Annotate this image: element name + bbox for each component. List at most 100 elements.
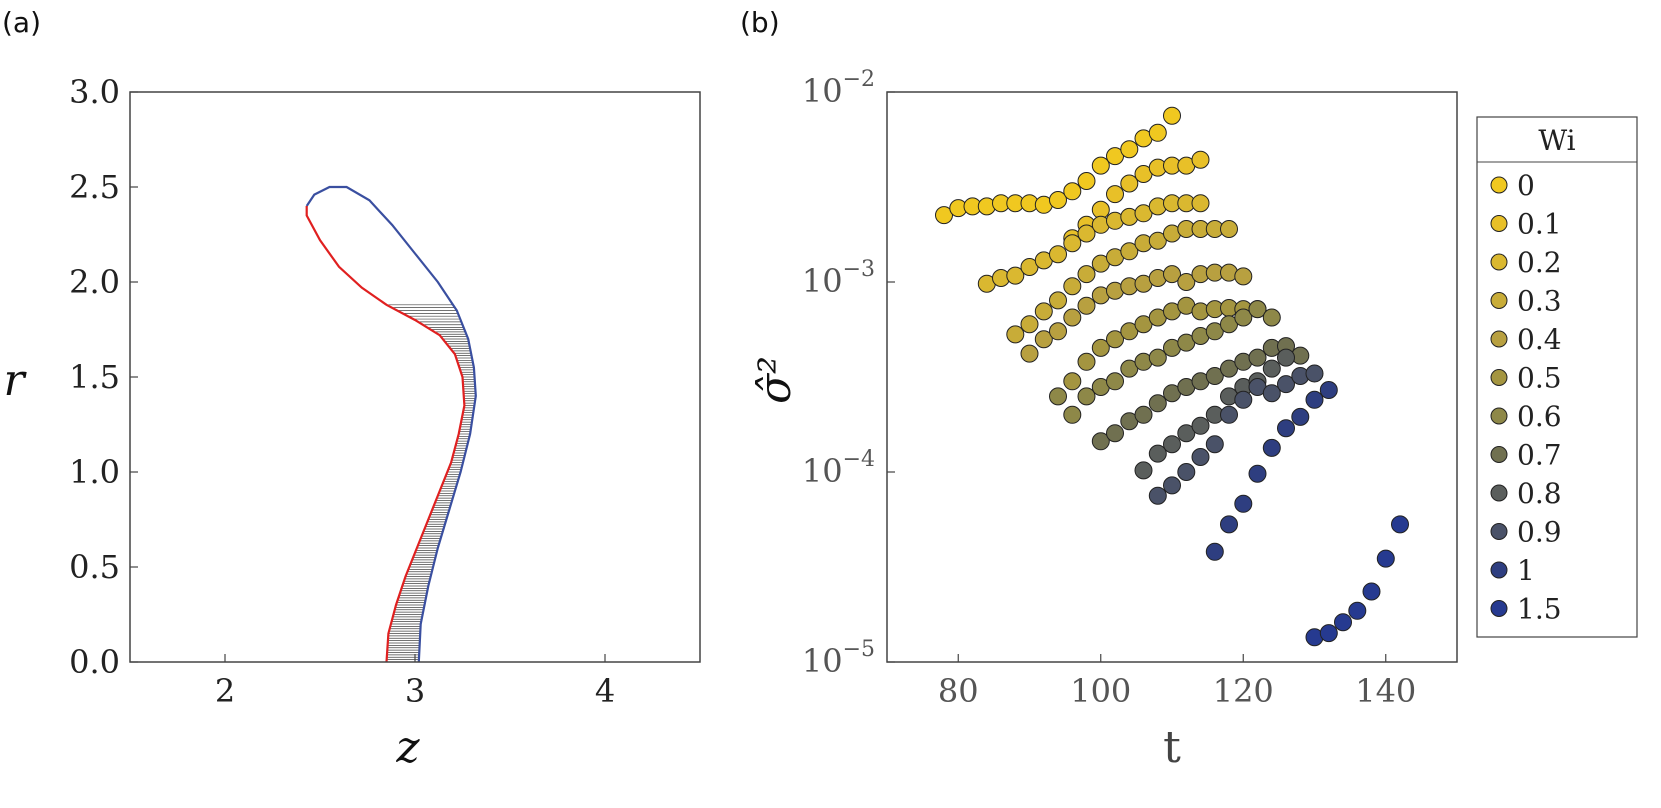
data-point-wi-0.3 (1006, 325, 1025, 344)
y-axis-label-a: r (3, 355, 27, 406)
y-tick-label: 2.0 (69, 263, 120, 301)
panel-a-label: (a) (2, 6, 41, 39)
y-tick-base: 10 (802, 72, 843, 110)
legend: Wi 0 0.1 0.2 0.3 0.4 0.5 0.6 0.7 0.8 0.9 1 1.5 (1476, 116, 1638, 638)
data-point-wi-0.3 (1148, 231, 1167, 250)
x-tick-label: 2 (215, 672, 235, 710)
legend-marker (1490, 600, 1508, 617)
legend-marker (1490, 523, 1508, 540)
y-tick-label: 1.5 (69, 358, 120, 396)
data-point-wi-1 (1234, 494, 1253, 513)
y-tick-exponent: −2 (843, 67, 875, 92)
legend-label: 1.5 (1517, 593, 1562, 626)
x-axis-label-a: z (395, 722, 420, 773)
data-point-wi-0.7 (1205, 367, 1224, 385)
legend-label: 1 (1517, 554, 1535, 587)
legend-marker (1490, 215, 1508, 232)
legend-marker (1490, 446, 1508, 463)
data-point-wi-1 (1262, 438, 1281, 457)
data-point-wi-0.4 (1049, 322, 1067, 341)
data-point-wi-0.2 (1063, 234, 1082, 253)
y-axis-label-b: σ̂² (750, 356, 801, 404)
data-point-wi-0.9 (1277, 375, 1295, 394)
x-tick-label: 4 (595, 672, 615, 710)
data-point-wi-0.3 (1220, 220, 1238, 238)
panel-b-label: (b) (740, 6, 780, 39)
data-point-wi-0.8 (1191, 416, 1210, 435)
legend-marker (1490, 330, 1508, 348)
data-point-wi-0.7 (1148, 394, 1167, 413)
data-point-wi-1.5 (1391, 515, 1409, 534)
data-point-wi-0.6 (1077, 387, 1096, 406)
data-point-wi-0.6 (1248, 300, 1267, 319)
y-tick-base: 10 (802, 452, 843, 490)
legend-marker (1490, 484, 1508, 502)
data-point-wi-0.8 (1163, 435, 1181, 454)
data-point-wi-0.7 (1134, 405, 1153, 424)
data-point-wi-0.4 (1077, 296, 1096, 315)
legend-label: 0.9 (1517, 516, 1562, 549)
data-point-wi-0.2 (1077, 224, 1096, 243)
data-point-wi-0.9 (1163, 476, 1181, 495)
scatter-points (935, 106, 1409, 647)
legend-label: 0 (1517, 169, 1535, 202)
data-point-wi-0.8 (1277, 348, 1295, 367)
data-point-wi-0.6 (1234, 308, 1253, 327)
data-point-wi-1.5 (1362, 582, 1381, 601)
data-point-wi-0.3 (1049, 291, 1067, 310)
data-point-wi-1.5 (1334, 613, 1352, 632)
data-point-wi-0.5 (1063, 372, 1082, 391)
plot-b-frame (886, 91, 1458, 663)
data-point-wi-0.1 (1120, 174, 1139, 193)
data-point-wi-0.4 (1163, 265, 1181, 284)
legend-marker (1490, 176, 1508, 194)
data-point-wi-1.5 (1348, 601, 1367, 620)
x-tick-label: 120 (1213, 672, 1274, 710)
data-point-wi-0.4 (1177, 273, 1196, 291)
legend-label: 0.7 (1517, 439, 1562, 472)
panel-b: (b) 80 100 120 140 10−210−310−410−5 t σ̂² W… (740, 6, 1638, 773)
data-point-wi-0.1 (1091, 200, 1110, 219)
y-tick-exponent: −4 (843, 447, 875, 472)
data-point-wi-1 (1248, 464, 1267, 483)
data-point-wi-0.3 (1020, 315, 1039, 334)
y-tick-label: 10−5 (802, 637, 875, 680)
data-point-wi-0.4 (1020, 344, 1039, 363)
data-point-wi-0.6 (1063, 405, 1082, 424)
legend-label: 0.1 (1517, 208, 1562, 241)
data-point-wi-0 (1049, 191, 1067, 209)
y-tick-exponent: −3 (843, 257, 875, 282)
y-axis-ticks-b: 10−210−310−410−5 (802, 67, 895, 680)
y-tick-label: 0.5 (69, 548, 120, 586)
y-axis-ticks-a: 0.0 0.5 1.0 1.5 2.0 2.5 3.0 (69, 73, 138, 681)
data-point-wi-0 (1106, 147, 1124, 166)
data-point-wi-0.6 (1148, 348, 1167, 367)
y-tick-exponent: −5 (843, 637, 875, 662)
data-point-wi-0.6 (1205, 322, 1224, 341)
data-point-wi-0.6 (1049, 387, 1067, 406)
data-point-wi-1 (1205, 542, 1224, 561)
data-point-wi-0.9 (1262, 384, 1281, 403)
data-point-wi-0.3 (1077, 265, 1096, 284)
data-point-wi-0.3 (1120, 242, 1139, 261)
data-point-wi-0.9 (1305, 364, 1324, 383)
legend-label: 0.8 (1517, 477, 1562, 510)
data-point-wi-0.4 (1234, 267, 1253, 286)
x-axis-ticks-b: 80 100 120 140 (938, 654, 1416, 710)
data-point-wi-0 (1148, 123, 1167, 142)
data-point-wi-0.8 (1148, 444, 1167, 463)
data-point-wi-0 (1077, 172, 1096, 190)
legend-label: 0.3 (1517, 285, 1562, 318)
data-point-wi-0 (935, 206, 953, 225)
legend-title: Wi (1538, 124, 1575, 157)
y-tick-label: 2.5 (69, 168, 120, 206)
data-point-wi-0.5 (1091, 338, 1110, 357)
data-point-wi-0.2 (1134, 204, 1153, 223)
data-point-wi-0 (1091, 156, 1110, 175)
data-point-wi-0.5 (1120, 322, 1139, 341)
legend-marker (1490, 253, 1508, 271)
x-tick-label: 140 (1355, 672, 1416, 710)
x-tick-label: 80 (938, 672, 979, 710)
data-point-wi-0.8 (1177, 424, 1196, 443)
legend-items: 0 0.1 0.2 0.3 0.4 0.5 0.6 0.7 0.8 0.9 1 1.5 (1490, 169, 1562, 626)
